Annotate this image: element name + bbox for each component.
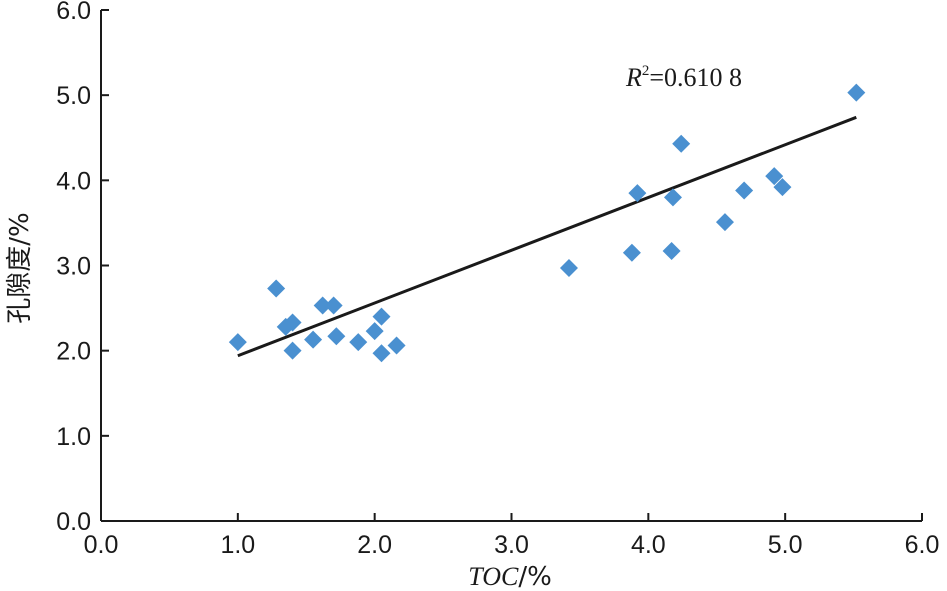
data-point bbox=[662, 242, 681, 261]
data-point bbox=[847, 83, 866, 102]
data-point bbox=[283, 341, 302, 360]
r-squared-annotation: R2=0.610 8 bbox=[625, 63, 742, 92]
x-tick-label: 4.0 bbox=[631, 531, 666, 559]
data-point bbox=[622, 243, 641, 262]
x-tick-label: 6.0 bbox=[905, 531, 940, 559]
data-point bbox=[715, 213, 734, 232]
r-squared-sup: 2 bbox=[642, 63, 650, 79]
data-point bbox=[324, 296, 343, 315]
x-tick-label: 5.0 bbox=[768, 531, 803, 559]
x-axis-title-unit: /% bbox=[518, 562, 551, 591]
x-tick-label: 2.0 bbox=[357, 531, 392, 559]
data-point bbox=[267, 279, 286, 298]
data-point bbox=[283, 313, 302, 332]
x-tick-label: 0.0 bbox=[84, 531, 119, 559]
x-axis-title: TOC/% bbox=[468, 562, 552, 591]
y-tick-label: 3.0 bbox=[56, 253, 91, 281]
trendline-group bbox=[237, 115, 857, 358]
data-point bbox=[372, 307, 391, 326]
data-points bbox=[228, 83, 866, 363]
y-tick-label: 0.0 bbox=[56, 508, 91, 536]
y-tick-label: 4.0 bbox=[56, 167, 91, 195]
data-point bbox=[735, 181, 754, 200]
y-tick-label: 2.0 bbox=[56, 338, 91, 366]
r-squared-value: =0.610 8 bbox=[649, 63, 742, 92]
r-squared-prefix: R bbox=[625, 63, 642, 92]
x-axis-title-main: TOC bbox=[468, 562, 519, 591]
data-point bbox=[663, 188, 682, 207]
data-point bbox=[365, 322, 384, 341]
data-point bbox=[349, 333, 368, 352]
data-point bbox=[304, 330, 323, 349]
data-point bbox=[327, 327, 346, 346]
data-point bbox=[773, 178, 792, 197]
y-ticks: 0.0 1.0 2.0 3.0 4.0 5.0 6.0 bbox=[56, 0, 109, 536]
data-point bbox=[559, 259, 578, 278]
y-axis-title: 孔隙度/% bbox=[5, 212, 35, 323]
y-tick-label: 5.0 bbox=[56, 82, 91, 110]
data-point bbox=[765, 167, 784, 186]
x-tick-label: 3.0 bbox=[494, 531, 529, 559]
data-point bbox=[628, 184, 647, 203]
data-point bbox=[672, 134, 691, 153]
data-point bbox=[228, 333, 247, 352]
x-tick-label: 1.0 bbox=[220, 531, 255, 559]
trendline bbox=[237, 115, 857, 358]
data-point bbox=[387, 336, 406, 355]
data-point bbox=[313, 296, 332, 315]
axes bbox=[100, 10, 922, 522]
x-ticks: 0.0 1.0 2.0 3.0 4.0 5.0 6.0 bbox=[84, 513, 940, 559]
data-point bbox=[372, 344, 391, 363]
y-tick-label: 1.0 bbox=[56, 423, 91, 451]
y-tick-label: 6.0 bbox=[56, 0, 91, 25]
